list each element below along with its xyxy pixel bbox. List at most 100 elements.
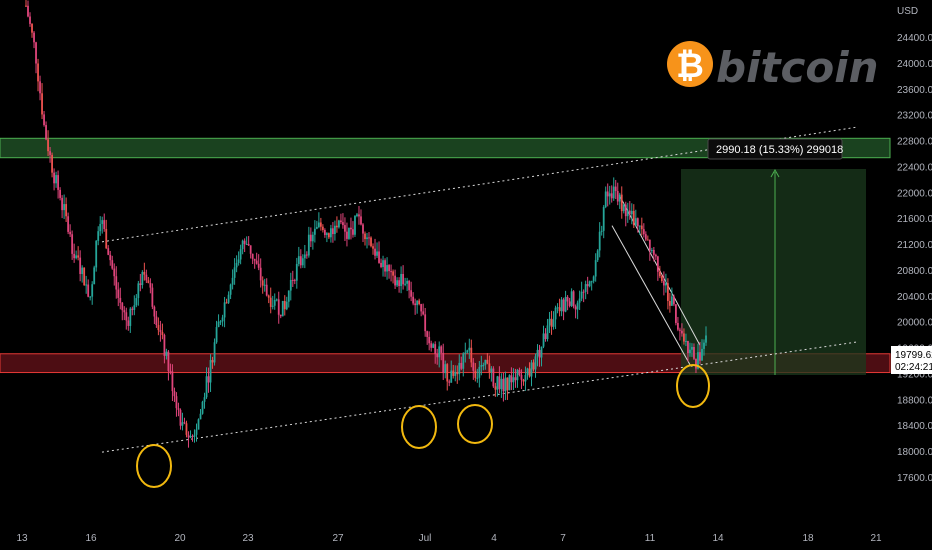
x-tick-label: 23 xyxy=(242,533,254,544)
highlight-circle xyxy=(676,364,710,408)
candle-body xyxy=(334,225,336,235)
candle-body xyxy=(666,283,669,301)
candle-body xyxy=(687,341,689,354)
candle-body xyxy=(612,186,615,199)
last-price: 19799.62 xyxy=(895,350,932,361)
candle-body xyxy=(362,224,364,234)
candle-body xyxy=(65,204,68,217)
candle-body xyxy=(380,262,382,268)
y-tick-label: 18400.00 xyxy=(897,421,932,432)
candle-body xyxy=(227,294,230,303)
candle-body xyxy=(81,267,84,275)
candle-body xyxy=(642,229,645,235)
candle-body xyxy=(273,299,276,306)
price-labels: 19799.62 02:24:21 2990.18 (15.33%) 29901… xyxy=(707,138,932,374)
candle-body xyxy=(683,333,685,342)
candle-body xyxy=(189,435,192,438)
candle-body xyxy=(346,231,348,239)
candle-body xyxy=(552,319,555,327)
candle-body xyxy=(43,114,45,126)
candle-body xyxy=(179,409,182,426)
candle-body xyxy=(492,368,495,387)
candle-body xyxy=(570,291,573,306)
candle-body xyxy=(327,233,330,238)
candle-body xyxy=(620,194,623,212)
candle-body xyxy=(572,291,575,307)
candle-body xyxy=(480,365,483,367)
x-tick-label: 16 xyxy=(85,533,97,544)
candle-body xyxy=(654,254,657,257)
candle-body xyxy=(646,239,649,241)
candle-body xyxy=(321,226,324,230)
y-tick-label: 21200.00 xyxy=(897,240,932,251)
candle-body xyxy=(237,259,240,263)
candle-body xyxy=(215,327,218,343)
candle-body xyxy=(422,311,425,315)
candle-body xyxy=(374,248,376,256)
candle-body xyxy=(370,237,372,247)
bitcoin-logo: ₿ bitcoin xyxy=(667,41,879,92)
candle-body xyxy=(279,314,282,317)
candle-body xyxy=(53,172,55,184)
candle-body xyxy=(460,362,463,369)
candle-body xyxy=(37,63,39,82)
candle-body xyxy=(354,216,356,235)
candle-body xyxy=(67,216,70,232)
candle-body xyxy=(438,346,441,358)
candle-body xyxy=(125,312,128,321)
candle-body xyxy=(137,283,140,299)
candle-body xyxy=(372,246,374,249)
candle-body xyxy=(476,377,479,379)
candle-body xyxy=(25,5,27,7)
candle-body xyxy=(703,342,705,349)
candle-body xyxy=(390,271,392,273)
candle-body xyxy=(259,267,262,281)
countdown: 02:24:21 xyxy=(895,362,932,373)
candle-body xyxy=(344,225,346,232)
candle-body xyxy=(187,434,190,438)
candle-body xyxy=(556,307,559,309)
candle-body xyxy=(540,346,543,358)
candle-body xyxy=(396,280,398,286)
candle-body xyxy=(123,310,126,313)
candle-body xyxy=(169,370,172,372)
candle-body xyxy=(235,262,238,268)
candle-body xyxy=(251,253,254,259)
candle-body xyxy=(303,254,306,259)
candle-body xyxy=(424,314,427,332)
candle-body xyxy=(165,351,168,356)
y-tick-label: 18000.00 xyxy=(897,447,932,458)
bitcoin-coin-icon xyxy=(667,41,713,87)
candle-body xyxy=(468,347,471,351)
candle-body xyxy=(504,377,507,392)
candle-body xyxy=(546,325,549,340)
candle-body xyxy=(61,197,64,211)
candle-body xyxy=(693,346,695,359)
candle-body xyxy=(528,368,531,377)
candle-body xyxy=(338,220,340,228)
x-tick-label: 4 xyxy=(491,533,497,544)
candle-body xyxy=(677,322,679,330)
candle-body xyxy=(229,284,232,295)
candle-body xyxy=(161,331,164,336)
candle-body xyxy=(584,284,587,292)
candle-body xyxy=(181,422,184,426)
candle-body xyxy=(87,284,90,297)
highlight-circle xyxy=(401,405,437,449)
candle-body xyxy=(139,283,142,286)
candle-body xyxy=(41,93,43,115)
candle-body xyxy=(532,362,535,370)
candle-body xyxy=(47,139,49,152)
candle-body xyxy=(478,366,481,378)
y-tick-label: 24400.00 xyxy=(897,33,932,44)
candle-body xyxy=(486,359,489,364)
candle-body xyxy=(408,280,411,291)
candle-body xyxy=(488,363,491,373)
candle-body xyxy=(530,362,533,377)
x-tick-label: 7 xyxy=(560,533,566,544)
candle-body xyxy=(177,408,180,410)
candle-body xyxy=(59,189,62,198)
candle-body xyxy=(287,290,290,302)
candle-body xyxy=(406,280,409,284)
candle-body xyxy=(195,429,198,435)
